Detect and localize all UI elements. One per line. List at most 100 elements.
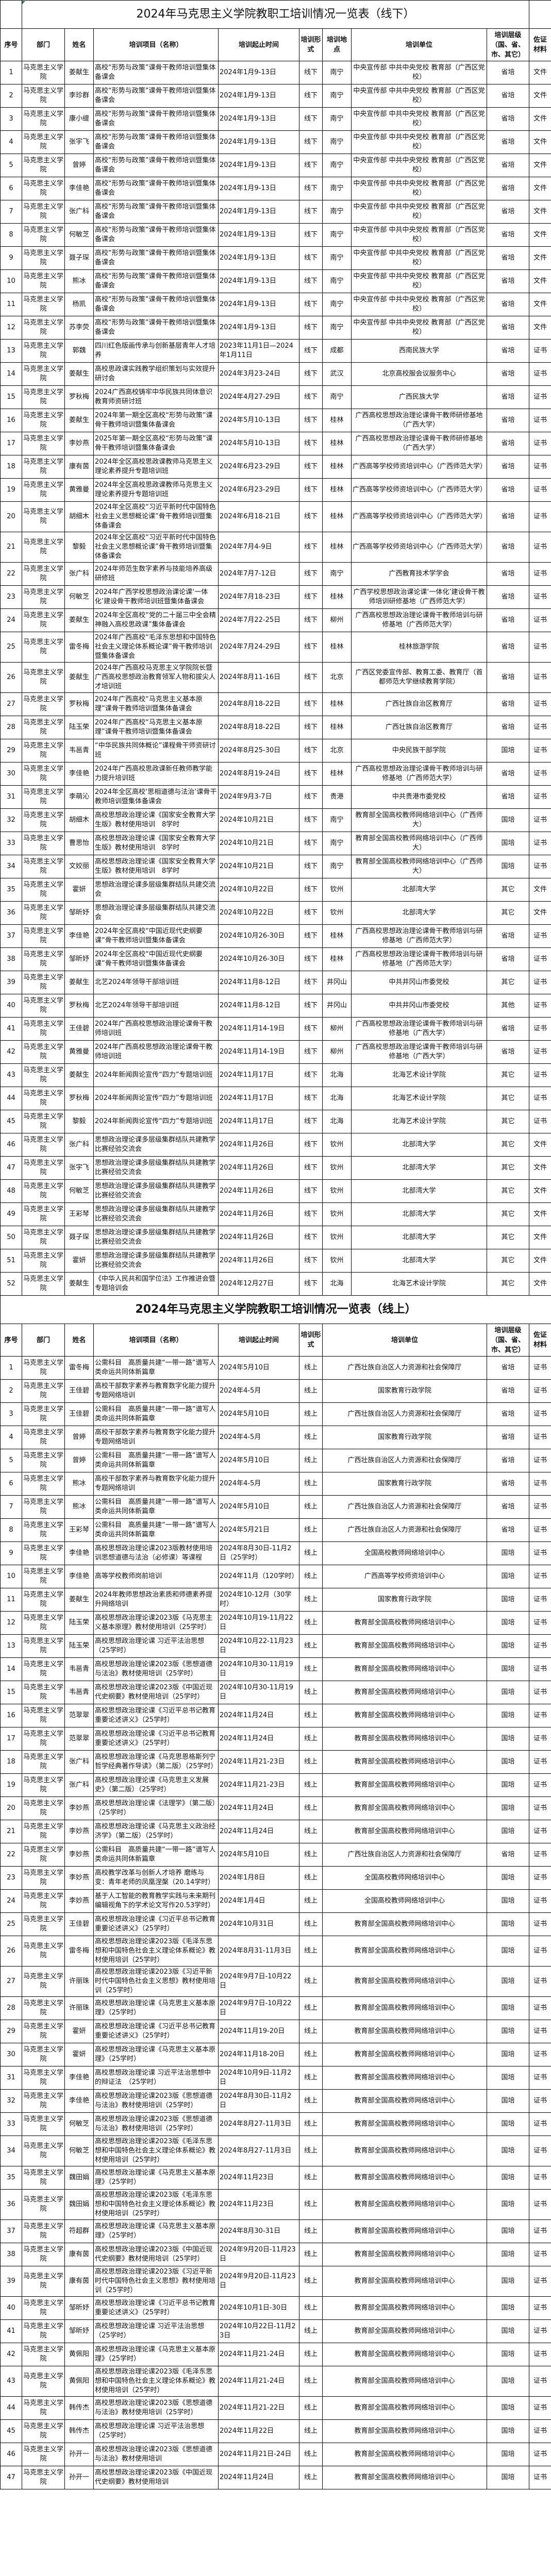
cell-department: 马克思主义学院: [22, 2112, 65, 2136]
cell-organizer: 教育部全国高校教师网络培训中心: [322, 1727, 487, 1751]
cell-period: 2024年10月19-11月22日: [218, 1611, 299, 1635]
cell-index: 38: [0, 947, 22, 971]
cell-mode: 线下: [299, 269, 323, 293]
cell-department: 马克思主义学院: [22, 1110, 65, 1133]
cell-index: 19: [0, 478, 22, 502]
cell-organizer: 西南民族大学: [351, 339, 487, 363]
cell-organizer: 北部湾大学: [351, 901, 487, 925]
column-header-index: 序号: [0, 28, 22, 61]
cell-mode: 线下: [299, 692, 323, 716]
cell-department: 马克思主义学院: [22, 2243, 65, 2266]
cell-level: 国培: [487, 1820, 529, 1843]
table-row: 39 马克思主义学院 姜献生 北艺2024年领导干部培训班 2024年11月8-12日线…: [0, 971, 551, 994]
cell-name: 李佳艳: [64, 1541, 94, 1565]
cell-level: 省培: [487, 785, 529, 809]
column-header-name: 姓名: [64, 28, 94, 61]
cell-mode: 线上: [299, 2266, 323, 2297]
cell-period: 2024年11月26日: [218, 1156, 299, 1180]
online-training-table: 2024年马克思主义学院教职工培训情况一览表（线上） 序号 部门 姓名 培训项目（名称…: [0, 1296, 551, 2489]
cell-mode: 线上: [299, 2419, 323, 2443]
cell-level: 国培: [487, 1727, 529, 1751]
cell-mode: 线下: [299, 1226, 323, 1249]
cell-mode: 线上: [299, 2243, 323, 2266]
cell-index: 14: [0, 362, 22, 386]
cell-level: 省培: [487, 478, 529, 502]
table-row: 42 马克思主义学院 黄佩阳 高校思想政治理论课《马克思主义基本原理》（25学时） 20…: [0, 2343, 551, 2366]
cell-period: 2024年6月23-29日: [218, 455, 299, 479]
cell-evidence: 文件: [529, 1179, 551, 1203]
cell-mode: 线上: [299, 2089, 323, 2113]
cell-period: 2024年11月18-20日: [218, 2043, 299, 2066]
cell-project: 高校思想政治理论课 习近平法治思想 （25学时）: [93, 2319, 219, 2343]
cell-department: 马克思主义学院: [22, 1202, 65, 1226]
cell-level: 省培: [487, 269, 529, 293]
cell-mode: 线下: [299, 855, 323, 878]
cell-mode: 线下: [299, 662, 323, 693]
cell-name: 罗秋梅: [64, 692, 94, 716]
cell-project: 高校“形势与政策”课骨干教师培训暨集体备课会: [93, 84, 219, 108]
cell-index: 42: [0, 1040, 22, 1064]
cell-location: 北海: [322, 1063, 352, 1087]
cell-index: 38: [0, 2243, 22, 2266]
cell-evidence: 证书: [529, 562, 551, 586]
cell-organizer: 广西高校思想政治理论课骨干教师研修基地（广西大学）: [351, 432, 487, 455]
cell-index: 15: [0, 1681, 22, 1704]
cell-level: 省培: [487, 947, 529, 971]
cell-project: 思想政治理论课多层级集群结队共建教学比赛经验交流会: [93, 1156, 219, 1180]
cell-location: 北海: [322, 1110, 352, 1133]
cell-project: 公需科目 高质量共建“一带一路”谱写人类命运共同体新篇章: [93, 1843, 219, 1867]
column-header-name: 姓名: [64, 1324, 94, 1357]
cell-evidence: 证书: [528, 2396, 551, 2420]
cell-evidence: 证书: [528, 1704, 551, 1727]
cell-level: 国培: [487, 2166, 529, 2190]
cell-evidence: 证书: [528, 2243, 551, 2266]
cell-evidence: 证书: [528, 2319, 551, 2343]
cell-organizer: 教育部全国高校教师网络培训中心: [322, 1704, 487, 1727]
cell-mode: 线上: [299, 1773, 323, 1797]
cell-index: 50: [0, 1226, 22, 1249]
cell-department: 马克思主义学院: [22, 1797, 65, 1820]
cell-period: 2024年11月17日: [218, 1110, 299, 1133]
cell-department: 马克思主义学院: [22, 2136, 65, 2166]
cell-index: 48: [0, 1179, 22, 1203]
cell-project: 高校“形势与政策”课骨干教师培训暨集体备课会: [93, 107, 219, 131]
cell-level: 国培: [487, 2319, 529, 2343]
cell-project: 高校思想政治理论课 习近平法治思想 （25学时）: [93, 1634, 219, 1658]
cell-name: 张广科: [64, 562, 94, 586]
cell-location: 桂林: [322, 924, 352, 948]
table-row: 5 马克思主义学院 曾婷 高校“形势与政策”课骨干教师培训暨集体备课会 2024年1月9…: [0, 154, 551, 177]
cell-name: 李妙燕: [64, 1820, 94, 1843]
cell-location: 北海: [322, 1087, 352, 1110]
cell-project: 高校“形势与政策”课骨干教师培训暨集体备课会: [93, 154, 219, 177]
cell-period: 2024年1月9-13日: [218, 200, 299, 224]
cell-index: 15: [0, 385, 22, 409]
cell-period: 2024年8月30日-11月2日: [218, 2089, 299, 2113]
cell-project: 2024年广西高校“马克思主义基本原理”课骨干教师培训暨集体备课会: [93, 716, 219, 739]
cell-level: 省培: [487, 716, 529, 739]
cell-location: 桂林: [322, 432, 352, 455]
cell-location: 北海: [322, 1272, 352, 1296]
cell-project: 高校“形势与政策”课骨干教师培训暨集体备课会: [93, 130, 219, 154]
cell-department: 马克思主义学院: [22, 478, 65, 502]
cell-evidence: 文件: [529, 901, 551, 925]
cell-organizer: 北部湾大学: [351, 1249, 487, 1273]
cell-mode: 线上: [299, 1611, 323, 1635]
cell-mode: 线上: [299, 1541, 323, 1565]
cell-location: 南宁: [322, 269, 352, 293]
table-row: 38 马克思主义学院 邹昕妤 2024年全区高校“中国近现代史纲要课”骨干教师培训暨集…: [0, 947, 551, 971]
cell-name: 曾婷: [64, 154, 94, 177]
cell-level: 省培: [487, 293, 529, 316]
cell-level: 国培: [487, 2366, 529, 2397]
cell-name: 黄佩阳: [64, 2343, 94, 2366]
cell-name: 何敏芝: [64, 2136, 94, 2166]
cell-index: 36: [0, 2189, 22, 2220]
cell-name: 张广科: [64, 200, 94, 224]
table-row: 2 马克思主义学院 王佳碧 高校干部数字素养与教育数字化能力提升专题网络培训 2024年…: [0, 1379, 551, 1403]
cell-level: 省培: [487, 246, 529, 270]
cell-mode: 线下: [299, 585, 323, 609]
table-row: 31 马克思主义学院 李萌沁 2024年全区高校‘思相道德与法治’课骨干教师培训暨集体…: [0, 785, 551, 809]
cell-project: 2024年第一期全区高校“形势与政策”课骨干教师培训暨集体备课会: [93, 409, 219, 432]
cell-level: 国培: [487, 2243, 529, 2266]
cell-mode: 线上: [299, 2020, 323, 2043]
cell-level: 其它: [487, 901, 529, 925]
